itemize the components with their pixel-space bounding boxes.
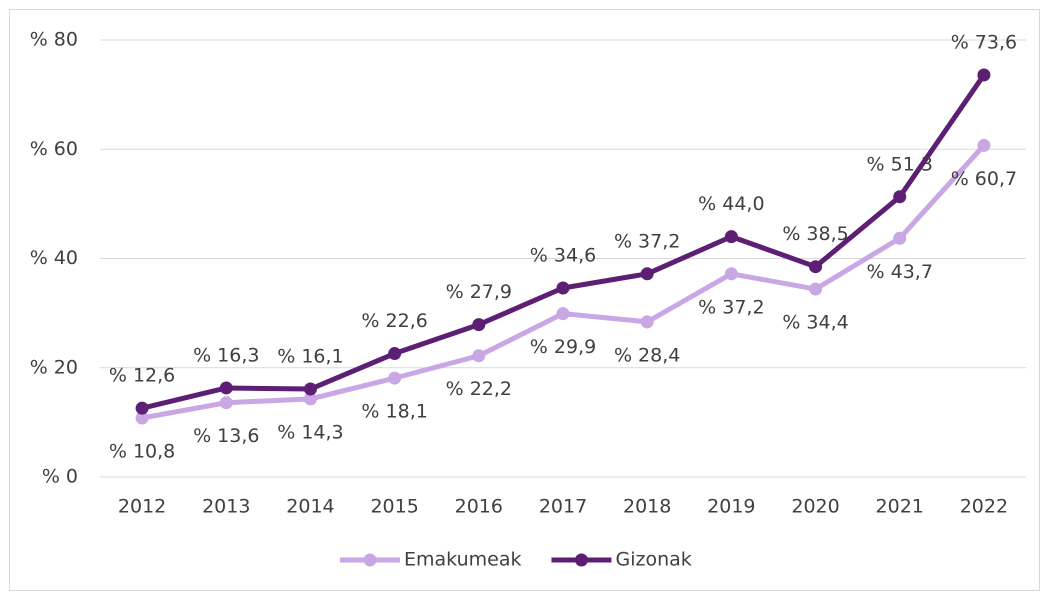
data-label: % 10,8 [109,441,175,463]
point [556,307,570,321]
chart-border [9,9,1040,591]
point [388,347,402,361]
point [388,371,402,385]
legend-label: Emakumeak [404,549,521,571]
data-label: % 16,1 [277,346,343,368]
x-tick-label: 2021 [876,496,924,518]
y-tick-label: % 40 [30,247,78,269]
point [135,401,149,415]
point [472,349,486,363]
data-label: % 34,4 [782,312,848,334]
point [219,396,233,410]
data-label: % 27,9 [446,281,512,303]
point [809,260,823,274]
x-tick-label: 2022 [960,496,1008,518]
legend-marker [574,553,588,567]
data-label: % 73,6 [951,31,1017,53]
x-tick-label: 2019 [707,496,755,518]
data-label: % 37,2 [698,296,764,318]
point [977,138,991,152]
y-tick-label: % 60 [30,138,78,160]
x-tick-label: 2017 [539,496,587,518]
x-tick-label: 2020 [791,496,839,518]
point [135,411,149,425]
point [219,381,233,395]
point [977,68,991,82]
data-label: % 22,6 [361,310,427,332]
data-label: % 16,3 [193,344,259,366]
data-label: % 12,6 [109,365,175,387]
x-tick-label: 2015 [370,496,418,518]
point [472,318,486,332]
x-tick-label: 2016 [455,496,503,518]
data-label: % 51,3 [867,153,933,175]
point [724,267,738,281]
data-label: % 44,0 [698,193,764,215]
x-tick-label: 2018 [623,496,671,518]
x-tick-label: 2014 [286,496,334,518]
point [640,267,654,281]
data-label: % 34,6 [530,244,596,266]
point [556,281,570,295]
data-label: % 37,2 [614,230,680,252]
data-label: % 13,6 [193,425,259,447]
x-tick-label: 2013 [202,496,250,518]
y-tick-label: % 0 [42,466,78,488]
point [303,382,317,396]
point [893,190,907,204]
point [809,282,823,296]
data-label: % 18,1 [361,401,427,423]
y-tick-label: % 20 [30,356,78,378]
data-label: % 60,7 [951,168,1017,190]
data-label: % 29,9 [530,336,596,358]
legend-marker [363,553,377,567]
data-label: % 38,5 [782,223,848,245]
point [640,315,654,329]
data-label: % 22,2 [446,378,512,400]
data-label: % 43,7 [867,261,933,283]
point [303,392,317,406]
point [724,230,738,244]
legend-label: Gizonak [615,549,691,571]
data-label: % 14,3 [277,421,343,443]
y-tick-label: % 80 [30,29,78,51]
x-tick-label: 2012 [118,496,166,518]
data-label: % 28,4 [614,344,680,366]
point [893,231,907,245]
